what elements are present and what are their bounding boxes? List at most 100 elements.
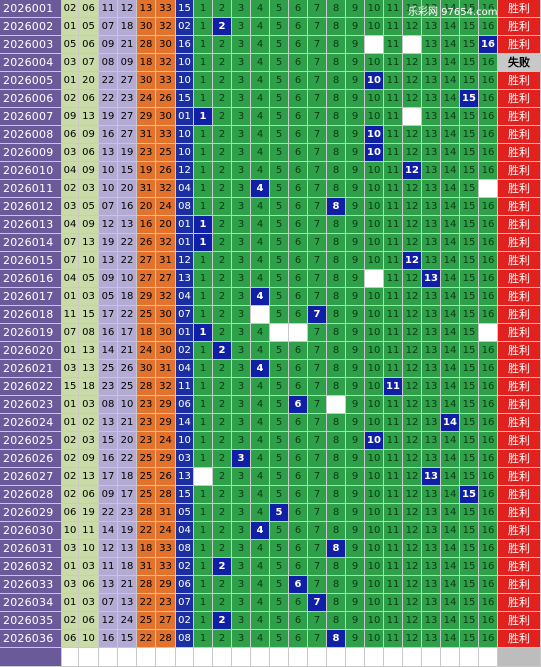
position-cell: 5	[270, 486, 289, 504]
result-badge: 胜利	[498, 486, 541, 504]
position-cell: 14	[441, 630, 460, 648]
red-ball-number: 32	[156, 234, 176, 252]
position-cell: 8	[327, 594, 346, 612]
result-badge: 胜利	[498, 576, 541, 594]
footer-cell	[99, 648, 118, 667]
hit-position-cell: 13	[422, 270, 441, 288]
position-cell: 4	[251, 18, 270, 36]
red-ball-number: 09	[79, 126, 99, 144]
position-cell: 6	[289, 306, 308, 324]
position-cell: 8	[327, 270, 346, 288]
red-ball-number: 32	[156, 18, 176, 36]
position-cell: 5	[270, 18, 289, 36]
hit-position-cell: 11	[384, 378, 403, 396]
red-ball-number: 21	[118, 414, 137, 432]
position-cell: 4	[251, 90, 270, 108]
hit-position-cell: 13	[422, 468, 441, 486]
position-cell: 10	[365, 486, 384, 504]
position-cell: 4	[251, 54, 270, 72]
position-cell: 5	[270, 252, 289, 270]
issue-number: 2026035	[0, 612, 62, 630]
position-cell: 11	[384, 504, 403, 522]
position-cell: 13	[422, 126, 441, 144]
position-cell: 5	[270, 162, 289, 180]
position-cell: 13	[422, 180, 441, 198]
red-ball-number: 06	[79, 144, 99, 162]
position-cell: 11	[384, 324, 403, 342]
position-cell: 14	[441, 576, 460, 594]
position-cell: 13	[422, 342, 441, 360]
position-cell: 11	[384, 0, 403, 18]
position-cell: 15	[460, 558, 479, 576]
position-cell: 9	[346, 108, 365, 126]
blank-position-cell	[327, 396, 346, 414]
position-cell: 10	[365, 162, 384, 180]
position-cell: 11	[384, 180, 403, 198]
red-ball-number: 06	[62, 504, 79, 522]
position-cell: 12	[403, 360, 422, 378]
position-cell: 11	[384, 54, 403, 72]
position-cell: 9	[346, 522, 365, 540]
position-cell: 1	[194, 198, 213, 216]
red-ball-number: 02	[62, 486, 79, 504]
result-badge: 胜利	[498, 72, 541, 90]
position-cell: 1	[194, 594, 213, 612]
position-cell: 4	[251, 378, 270, 396]
result-badge: 胜利	[498, 144, 541, 162]
position-cell: 15	[460, 252, 479, 270]
red-ball-number: 22	[137, 594, 156, 612]
position-cell: 3	[232, 252, 251, 270]
red-ball-number: 06	[79, 90, 99, 108]
position-cell: 9	[346, 540, 365, 558]
position-cell: 3	[232, 198, 251, 216]
position-cell: 1	[194, 612, 213, 630]
position-cell: 2	[213, 324, 232, 342]
red-ball-number: 13	[79, 468, 99, 486]
position-cell: 9	[346, 432, 365, 450]
red-ball-number: 03	[79, 558, 99, 576]
position-cell: 2	[213, 144, 232, 162]
position-cell: 1	[194, 72, 213, 90]
blue-ball-number: 01	[176, 216, 194, 234]
footer-cell	[232, 648, 251, 667]
red-ball-number: 29	[156, 414, 176, 432]
position-cell: 10	[365, 252, 384, 270]
footer-cell	[194, 648, 213, 667]
position-cell: 16	[479, 540, 498, 558]
position-cell: 5	[270, 558, 289, 576]
blue-ball-number: 10	[176, 144, 194, 162]
red-ball-number: 24	[156, 432, 176, 450]
position-cell: 7	[308, 378, 327, 396]
issue-number: 2026003	[0, 36, 62, 54]
issue-number: 2026029	[0, 504, 62, 522]
red-ball-number: 24	[156, 198, 176, 216]
position-cell: 1	[194, 36, 213, 54]
position-cell: 13	[422, 504, 441, 522]
position-cell: 12	[403, 90, 422, 108]
position-cell: 6	[289, 486, 308, 504]
red-ball-number: 11	[79, 522, 99, 540]
position-cell: 8	[327, 306, 346, 324]
hit-position-cell: 4	[251, 288, 270, 306]
position-cell: 16	[479, 450, 498, 468]
position-cell: 13	[422, 378, 441, 396]
footer-cell	[441, 648, 460, 667]
position-cell: 4	[251, 198, 270, 216]
red-ball-number: 30	[156, 108, 176, 126]
position-cell: 5	[270, 288, 289, 306]
red-ball-number: 22	[118, 234, 137, 252]
result-badge: 胜利	[498, 198, 541, 216]
blue-ball-number: 04	[176, 360, 194, 378]
hit-position-cell: 7	[308, 594, 327, 612]
red-ball-number: 06	[79, 612, 99, 630]
position-cell: 16	[479, 144, 498, 162]
position-cell: 12	[403, 18, 422, 36]
position-cell: 9	[346, 0, 365, 18]
position-cell: 16	[479, 216, 498, 234]
position-cell: 15	[460, 234, 479, 252]
result-badge: 胜利	[498, 180, 541, 198]
red-ball-number: 05	[79, 270, 99, 288]
position-cell: 6	[289, 378, 308, 396]
position-cell: 16	[479, 306, 498, 324]
position-cell: 14	[441, 396, 460, 414]
